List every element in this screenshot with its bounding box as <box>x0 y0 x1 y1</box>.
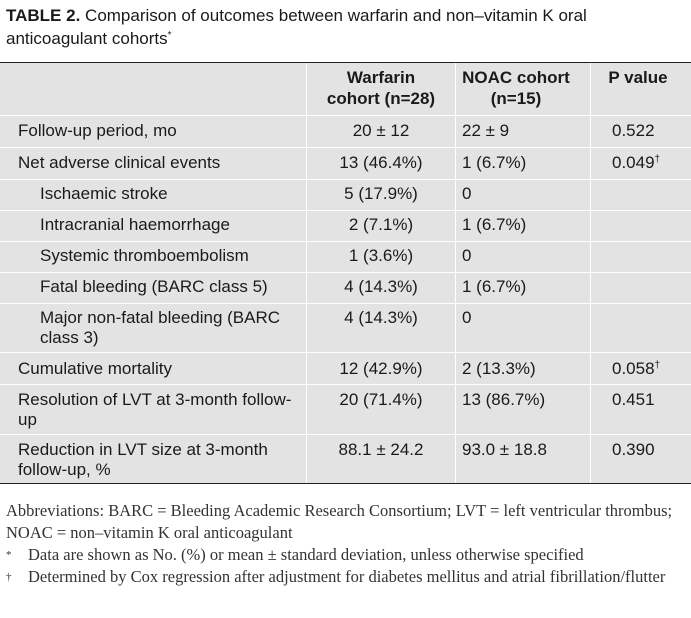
footnote: † Determined by Cox regression after adj… <box>6 566 690 588</box>
table-row: Resolution of LVT at 3-month follow-up 2… <box>0 384 691 434</box>
header-noac-line1: NOAC cohort <box>462 68 570 87</box>
row-divider <box>0 303 691 304</box>
row-label: Systemic thromboembolism <box>40 246 249 265</box>
noac-value: 1 (6.7%) <box>462 153 527 172</box>
abbreviations-note: Abbreviations: BARC = Bleeding Academic … <box>6 501 673 542</box>
p-value-text: 0.058 <box>612 359 655 378</box>
footnote: * Data are shown as No. (%) or mean ± st… <box>6 544 690 566</box>
p-value-text: 0.049 <box>612 153 655 172</box>
footnote-text: Data are shown as No. (%) or mean ± stan… <box>28 545 584 564</box>
table-header-row: Warfarin cohort (n=28) NOAC cohort (n=15… <box>0 63 691 115</box>
noac-value: 22 ± 9 <box>462 121 510 140</box>
header-warfarin-line2: cohort (n=28) <box>326 89 436 108</box>
p-value: 0.451 <box>612 390 687 410</box>
row-label: Reduction in LVT size at 3-month follow-… <box>18 440 268 479</box>
row-divider <box>0 272 691 273</box>
warfarin-value: 2 (7.1%) <box>348 215 414 234</box>
row-divider <box>0 384 691 385</box>
noac-value: 93.0 ± 18.8 <box>462 440 547 459</box>
noac-value: 13 (86.7%) <box>462 390 546 409</box>
table-row: Major non-fatal bleeding (BARC class 3) … <box>0 303 691 352</box>
outcomes-table: Warfarin cohort (n=28) NOAC cohort (n=15… <box>0 62 691 484</box>
table-row: Fatal bleeding (BARC class 5) 4 (14.3%) … <box>0 272 691 303</box>
noac-value: 0 <box>462 308 472 327</box>
warfarin-value: 1 (3.6%) <box>348 246 414 265</box>
p-value-text: 0.390 <box>612 440 655 459</box>
p-value: 0.058† <box>612 359 687 379</box>
p-value-mark: † <box>654 360 661 371</box>
p-value: 0.390 <box>612 440 687 460</box>
noac-value: 1 (6.7%) <box>462 277 527 296</box>
p-value: 0.522 <box>612 121 687 141</box>
header-warfarin: Warfarin cohort (n=28) <box>306 67 456 109</box>
table-row: Systemic thromboembolism 1 (3.6%) 0 <box>0 241 691 272</box>
p-value-mark: † <box>654 154 661 165</box>
noac-value: 0 <box>462 246 472 265</box>
header-noac: NOAC cohort (n=15) <box>455 67 577 109</box>
caption-mark: * <box>167 30 172 41</box>
row-divider <box>0 115 691 116</box>
column-divider <box>455 63 456 483</box>
warfarin-value: 20 (71.4%) <box>339 390 423 409</box>
row-label: Major non-fatal bleeding (BARC class 3) <box>40 308 281 347</box>
column-divider <box>306 63 307 483</box>
table-row: Follow-up period, mo 20 ± 12 22 ± 9 0.52… <box>0 115 691 147</box>
table-footer: Abbreviations: BARC = Bleeding Academic … <box>6 500 690 588</box>
row-label: Resolution of LVT at 3-month follow-up <box>18 390 292 429</box>
row-divider <box>0 352 691 353</box>
noac-value: 1 (6.7%) <box>462 215 527 234</box>
row-divider <box>0 210 691 211</box>
row-label: Follow-up period, mo <box>18 121 177 140</box>
footnote-mark: † <box>6 571 12 583</box>
header-pvalue: P value <box>608 68 668 87</box>
table-row: Reduction in LVT size at 3-month follow-… <box>0 434 691 483</box>
warfarin-value: 88.1 ± 24.2 <box>338 440 424 459</box>
noac-value: 2 (13.3%) <box>462 359 536 378</box>
row-label: Net adverse clinical events <box>18 153 221 172</box>
warfarin-value: 13 (46.4%) <box>339 153 423 172</box>
warfarin-value: 5 (17.9%) <box>344 184 418 203</box>
table-row: Ischaemic stroke 5 (17.9%) 0 <box>0 179 691 210</box>
p-value-text: 0.522 <box>612 121 655 140</box>
table-row: Cumulative mortality 12 (42.9%) 2 (13.3%… <box>0 352 691 384</box>
row-divider <box>0 179 691 180</box>
footnote-mark: * <box>6 549 12 561</box>
row-label: Fatal bleeding (BARC class 5) <box>40 277 268 296</box>
caption-text: Comparison of outcomes between warfarin … <box>6 6 587 48</box>
row-divider <box>0 147 691 148</box>
noac-value: 0 <box>462 184 472 203</box>
caption-prefix: TABLE 2. <box>6 6 81 25</box>
row-label: Cumulative mortality <box>18 359 172 378</box>
row-label: Ischaemic stroke <box>40 184 168 203</box>
warfarin-value: 4 (14.3%) <box>344 308 418 327</box>
table-row: Net adverse clinical events 13 (46.4%) 1… <box>0 147 691 179</box>
warfarin-value: 12 (42.9%) <box>339 359 423 378</box>
table-row: Intracranial haemorrhage 2 (7.1%) 1 (6.7… <box>0 210 691 241</box>
table-caption: TABLE 2. Comparison of outcomes between … <box>6 4 686 50</box>
row-divider <box>0 241 691 242</box>
p-value: 0.049† <box>612 153 687 173</box>
header-noac-line2: (n=15) <box>490 89 542 108</box>
warfarin-value: 4 (14.3%) <box>344 277 418 296</box>
warfarin-value: 20 ± 12 <box>352 121 410 140</box>
column-divider <box>590 63 591 483</box>
footnote-text: Determined by Cox regression after adjus… <box>28 567 666 586</box>
header-warfarin-line1: Warfarin <box>346 68 416 87</box>
row-divider <box>0 434 691 435</box>
p-value-text: 0.451 <box>612 390 655 409</box>
row-label: Intracranial haemorrhage <box>40 215 230 234</box>
